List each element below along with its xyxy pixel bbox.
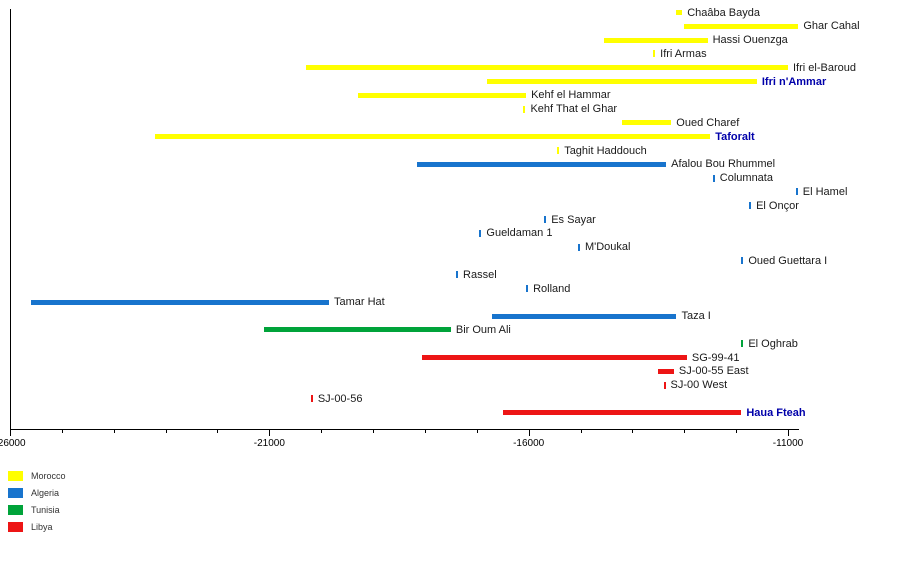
site-point-marker (663, 381, 666, 389)
x-axis-minor-tick (476, 429, 478, 433)
x-axis-minor-tick (684, 429, 686, 433)
x-axis-tick-label: -21000 (253, 438, 285, 449)
site-range-bar (492, 313, 677, 319)
site-label: Taza I (681, 310, 711, 323)
site-label: Ifri el-Baroud (793, 61, 856, 74)
x-axis-tick-label: -26000 (0, 438, 26, 449)
site-range-bar (676, 10, 683, 15)
x-axis-minor-tick (632, 429, 634, 433)
site-point-marker (544, 216, 547, 223)
x-axis-tick-label: -16000 (513, 438, 545, 449)
site-label: Columnata (719, 172, 773, 185)
x-axis-major-tick (10, 429, 11, 436)
x-axis-minor-tick (373, 429, 375, 433)
site-range-bar (30, 299, 329, 305)
site-label: Kehf That el Ghar (530, 103, 618, 116)
site-range-bar (155, 134, 711, 140)
x-axis-minor-tick (321, 429, 323, 433)
site-range-bar (622, 120, 672, 126)
site-point-marker (479, 229, 482, 237)
site-label: Taghit Haddouch (564, 144, 647, 157)
site-label: Es Sayar (551, 213, 596, 226)
site-label: Hassi Ouenzga (712, 34, 788, 47)
site-point-marker (712, 174, 715, 182)
x-axis-minor-tick (165, 429, 167, 433)
site-label: Haua Fteah (746, 406, 806, 419)
y-axis-line (10, 9, 11, 430)
x-axis-tick-label: -11000 (772, 438, 804, 449)
site-range-bar (684, 23, 799, 29)
x-axis-major-tick (788, 429, 789, 436)
site-point-marker (310, 395, 313, 403)
site-label: El Onçor (756, 199, 799, 212)
site-range-bar (305, 65, 788, 71)
site-label: M'Doukal (584, 241, 631, 254)
site-range-bar (658, 368, 674, 374)
site-label: El Oghrab (748, 337, 798, 350)
site-point-marker (557, 147, 560, 154)
site-label: Rassel (463, 268, 497, 281)
site-point-marker (741, 257, 744, 265)
legend-label: Libya (31, 522, 53, 532)
x-axis-minor-tick (580, 429, 582, 433)
legend-color-swatch (8, 522, 23, 532)
x-axis-minor-tick (113, 429, 115, 433)
site-label: Oued Charef (676, 116, 740, 129)
site-range-bar (422, 355, 687, 360)
site-label: Tamar Hat (333, 296, 385, 309)
legend-label: Algeria (31, 488, 60, 498)
site-point-marker (523, 105, 526, 113)
site-label: SJ-00-55 East (678, 365, 749, 378)
site-label: Kehf el Hammar (531, 89, 611, 102)
x-axis-minor-tick (61, 429, 63, 433)
legend-color-swatch (8, 471, 23, 481)
site-point-marker (526, 285, 529, 292)
x-axis-minor-tick (736, 429, 738, 433)
x-axis-line (10, 429, 800, 430)
site-label: SG-99-41 (691, 351, 740, 364)
site-label: Ifri Armas (660, 47, 707, 60)
x-axis-minor-tick (424, 429, 426, 433)
x-axis-major-tick (269, 429, 271, 436)
site-point-marker (795, 188, 798, 196)
site-label: Taforalt (715, 130, 755, 143)
site-point-marker (456, 271, 459, 279)
site-label: Afalou Bou Rhummel (671, 158, 776, 171)
legend-color-swatch (8, 488, 23, 498)
site-label: Gueldaman 1 (486, 227, 553, 240)
site-label: Oued Guettara I (748, 254, 828, 267)
site-label: SJ-00 West (670, 379, 728, 392)
site-label: Bir Oum Ali (455, 323, 511, 336)
site-label: El Hamel (802, 185, 848, 198)
site-range-bar (357, 92, 527, 98)
site-range-bar (264, 327, 451, 333)
site-label: SJ-00-56 (317, 392, 363, 405)
site-point-marker (741, 340, 744, 348)
site-range-bar (603, 37, 708, 43)
site-label: Rolland (533, 282, 571, 295)
site-point-marker (577, 243, 580, 251)
site-range-bar (487, 79, 757, 84)
site-range-bar (417, 161, 667, 167)
x-axis-major-tick (528, 429, 530, 436)
legend-color-swatch (8, 505, 23, 515)
legend-label: Morocco (31, 471, 66, 481)
x-axis-minor-tick (217, 429, 219, 433)
site-range-bar (502, 410, 742, 416)
site-label: Chaâba Bayda (687, 6, 760, 19)
legend-label: Tunisia (31, 505, 60, 515)
site-label: Ghar Cahal (803, 20, 860, 33)
site-point-marker (653, 50, 656, 58)
site-point-marker (749, 202, 752, 210)
site-label: Ifri n'Ammar (761, 75, 827, 88)
